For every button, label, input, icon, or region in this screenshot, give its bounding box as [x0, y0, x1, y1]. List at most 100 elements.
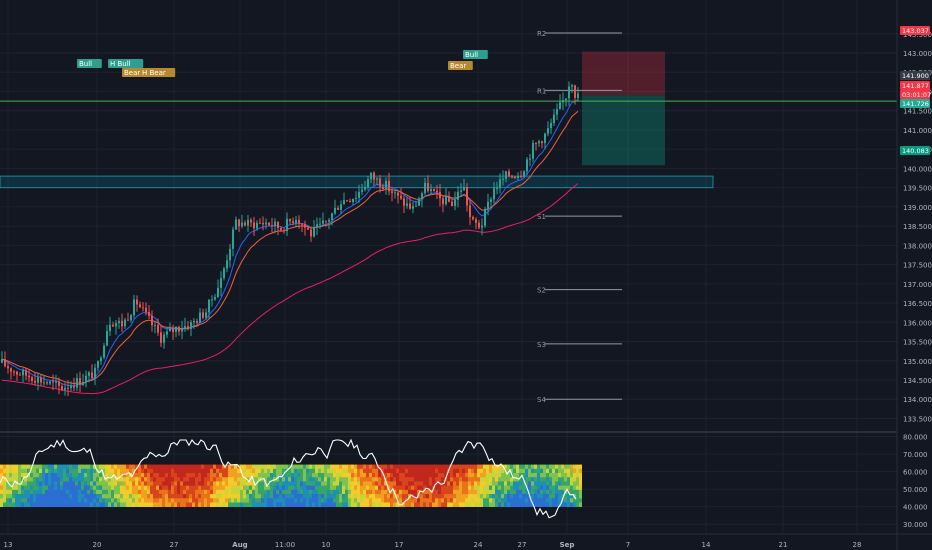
candle-body[interactable] [298, 219, 300, 224]
candle-body[interactable] [175, 326, 177, 332]
candle-body[interactable] [181, 329, 183, 332]
candle-body[interactable] [274, 221, 276, 227]
candle-body[interactable] [136, 299, 138, 305]
candle-body[interactable] [172, 328, 174, 332]
candle-body[interactable] [244, 222, 246, 226]
candle-body[interactable] [508, 171, 510, 177]
candle-body[interactable] [277, 221, 279, 229]
candle-body[interactable] [487, 201, 489, 210]
candle-body[interactable] [133, 299, 135, 316]
candle-body[interactable] [130, 315, 132, 321]
candle-body[interactable] [367, 179, 369, 188]
candle-body[interactable] [196, 320, 198, 323]
candle-body[interactable] [559, 102, 561, 110]
candle-body[interactable] [529, 158, 531, 160]
candle-body[interactable] [1, 359, 3, 363]
candle-body[interactable] [13, 371, 15, 373]
candle-body[interactable] [316, 224, 318, 228]
candle-body[interactable] [58, 381, 60, 386]
candle-body[interactable] [406, 203, 408, 206]
candle-body[interactable] [199, 312, 201, 323]
candle-body[interactable] [166, 331, 168, 335]
candle-body[interactable] [457, 191, 459, 200]
candle-body[interactable] [466, 186, 468, 206]
short-position-tool[interactable] [582, 51, 665, 166]
candle-body[interactable] [85, 375, 87, 383]
candle-body[interactable] [121, 320, 123, 327]
candle-body[interactable] [262, 222, 264, 225]
candle-body[interactable] [217, 287, 219, 298]
candle-body[interactable] [376, 178, 378, 180]
candle-body[interactable] [523, 171, 525, 178]
candle-body[interactable] [307, 227, 309, 230]
candle-body[interactable] [460, 190, 462, 192]
candle-body[interactable] [7, 366, 9, 369]
support-zone-box[interactable] [0, 175, 714, 189]
candle-body[interactable] [421, 193, 423, 200]
candle-body[interactable] [550, 123, 552, 129]
stop-loss-zone[interactable] [582, 51, 665, 96]
candle-body[interactable] [319, 223, 321, 225]
candle-body[interactable] [325, 220, 327, 222]
candle-body[interactable] [412, 206, 414, 209]
candle-body[interactable] [547, 128, 549, 134]
candle-body[interactable] [502, 178, 504, 180]
candle-body[interactable] [565, 98, 567, 101]
candle-body[interactable] [49, 381, 51, 384]
candle-body[interactable] [232, 229, 234, 249]
candle-body[interactable] [379, 178, 381, 187]
candle-body[interactable] [10, 368, 12, 372]
candle-body[interactable] [331, 213, 333, 220]
candle-body[interactable] [79, 378, 81, 385]
candle-body[interactable] [253, 222, 255, 229]
candle-body[interactable] [574, 85, 576, 98]
candle-body[interactable] [127, 319, 129, 321]
candle-body[interactable] [118, 320, 120, 324]
candle-body[interactable] [538, 141, 540, 144]
candle-body[interactable] [349, 200, 351, 202]
candle-body[interactable] [247, 219, 249, 226]
candle-body[interactable] [442, 198, 444, 205]
candle-body[interactable] [373, 172, 375, 180]
candle-body[interactable] [304, 224, 306, 228]
candle-body[interactable] [250, 219, 252, 223]
candle-body[interactable] [397, 192, 399, 196]
candle-body[interactable] [97, 361, 99, 368]
candle-body[interactable] [361, 189, 363, 192]
candle-body[interactable] [52, 381, 54, 383]
candle-body[interactable] [424, 182, 426, 194]
candle-body[interactable] [202, 312, 204, 318]
candle-body[interactable] [520, 175, 522, 178]
candle-body[interactable] [439, 192, 441, 199]
candle-body[interactable] [22, 369, 24, 376]
candle-body[interactable] [28, 375, 30, 378]
candle-body[interactable] [160, 332, 162, 343]
candle-body[interactable] [91, 372, 93, 379]
candle-body[interactable] [334, 207, 336, 214]
candle-body[interactable] [37, 377, 39, 383]
candle-body[interactable] [148, 312, 150, 316]
candle-body[interactable] [220, 278, 222, 288]
candle-body[interactable] [517, 175, 519, 178]
candle-body[interactable] [124, 319, 126, 327]
candle-body[interactable] [532, 142, 534, 159]
candle-body[interactable] [343, 200, 345, 205]
candle-body[interactable] [82, 382, 84, 385]
candle-body[interactable] [109, 324, 111, 332]
take-profit-zone[interactable] [582, 95, 665, 166]
candle-body[interactable] [346, 200, 348, 202]
candle-body[interactable] [388, 180, 390, 192]
candle-body[interactable] [364, 187, 366, 190]
candle-body[interactable] [358, 191, 360, 198]
candle-body[interactable] [463, 186, 465, 191]
candle-body[interactable] [19, 374, 21, 376]
candle-body[interactable] [541, 141, 543, 144]
candle-body[interactable] [103, 345, 105, 358]
candle-body[interactable] [394, 192, 396, 194]
candle-body[interactable] [427, 182, 429, 192]
candle-body[interactable] [226, 260, 228, 269]
candle-body[interactable] [382, 186, 384, 190]
candle-body[interactable] [472, 217, 474, 220]
candle-body[interactable] [163, 334, 165, 343]
